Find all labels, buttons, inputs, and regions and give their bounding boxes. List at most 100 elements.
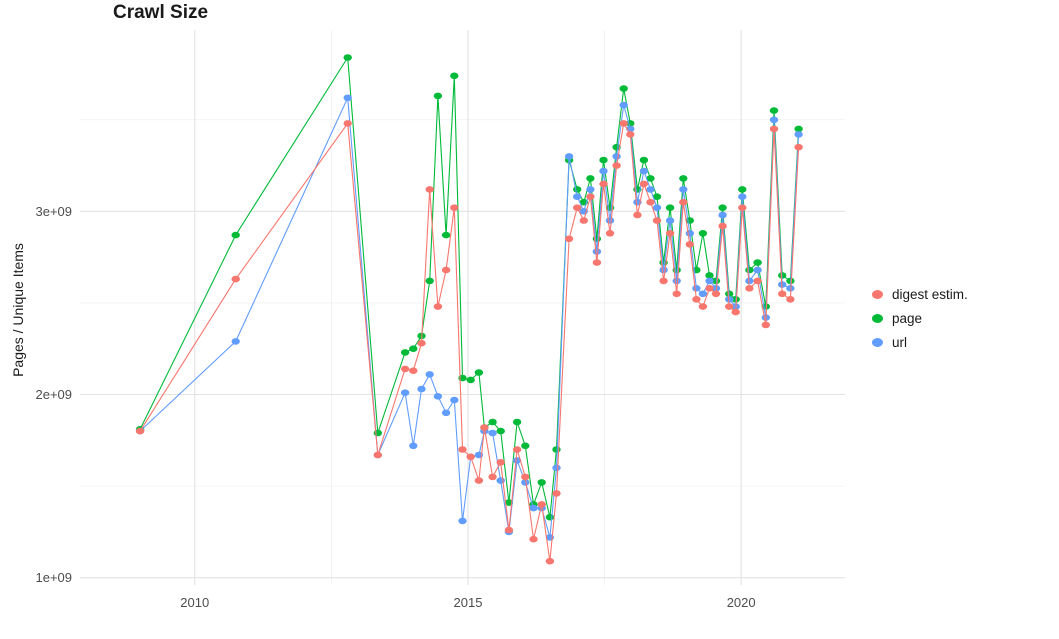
legend-key-dot-page xyxy=(872,314,883,323)
legend-label-digest-estim: digest estim. xyxy=(892,287,968,302)
data-point-digest-estim- xyxy=(504,526,514,534)
data-point-url xyxy=(529,504,538,512)
data-point-digest-estim- xyxy=(698,303,708,310)
data-point-digest-estim- xyxy=(488,473,497,481)
data-point-digest-estim- xyxy=(586,193,595,200)
data-point-url xyxy=(605,217,615,224)
data-point-url xyxy=(599,167,608,175)
data-point-url xyxy=(573,193,582,200)
data-point-page xyxy=(466,376,475,384)
data-point-url xyxy=(458,517,467,525)
data-point-digest-estim- xyxy=(458,446,467,453)
data-point-url xyxy=(612,153,621,160)
data-point-url xyxy=(745,277,754,285)
data-point-page xyxy=(512,418,522,426)
data-point-url xyxy=(619,101,628,109)
data-point-page xyxy=(794,125,803,133)
data-point-digest-estim- xyxy=(685,241,694,248)
data-point-url xyxy=(692,285,701,292)
data-point-page xyxy=(769,107,779,114)
data-point-digest-estim- xyxy=(605,230,615,237)
data-point-url xyxy=(659,266,668,274)
data-point-digest-estim- xyxy=(373,451,382,459)
data-point-page xyxy=(753,259,762,266)
data-point-page xyxy=(474,369,484,376)
data-point-digest-estim- xyxy=(665,230,675,237)
data-point-page xyxy=(496,427,505,435)
data-point-page xyxy=(705,272,714,279)
data-point-digest-estim- xyxy=(552,490,561,497)
x-tick-label: 2015 xyxy=(454,595,483,610)
data-point-digest-estim- xyxy=(564,235,574,243)
data-point-digest-estim- xyxy=(769,125,779,133)
data-point-digest-estim- xyxy=(450,204,459,211)
data-point-url xyxy=(652,204,662,211)
data-point-page xyxy=(738,186,747,193)
data-point-digest-estim- xyxy=(537,501,546,508)
data-point-page xyxy=(441,231,451,239)
data-point-digest-estim- xyxy=(474,477,484,484)
data-point-page xyxy=(698,230,708,237)
data-point-digest-estim- xyxy=(679,198,688,206)
x-tick-label: 2010 xyxy=(180,595,209,610)
data-point-url xyxy=(685,230,694,237)
data-point-page xyxy=(679,175,688,182)
data-point-digest-estim- xyxy=(753,277,762,285)
data-point-digest-estim- xyxy=(545,557,555,565)
data-point-url xyxy=(794,131,803,138)
legend-item-digest-estim: digest estim. xyxy=(872,287,968,302)
data-point-digest-estim- xyxy=(466,453,475,461)
data-point-digest-estim- xyxy=(573,204,582,211)
data-point-page xyxy=(711,277,721,285)
data-point-digest-estim- xyxy=(417,339,426,347)
data-point-page xyxy=(433,92,443,100)
data-point-digest-estim- xyxy=(496,459,505,466)
legend-label-url: url xyxy=(892,335,908,350)
data-point-digest-estim- xyxy=(579,217,588,224)
data-point-page xyxy=(612,143,621,151)
data-point-url xyxy=(753,266,762,274)
data-point-digest-estim- xyxy=(409,367,418,375)
chart-title: Crawl Size xyxy=(113,2,209,23)
data-point-page xyxy=(521,442,530,450)
data-point-url xyxy=(417,385,426,393)
data-point-url xyxy=(564,153,574,160)
data-point-digest-estim- xyxy=(745,285,754,292)
data-point-digest-estim- xyxy=(619,120,628,127)
data-point-url xyxy=(586,186,595,193)
data-point-page xyxy=(586,175,595,182)
data-point-url xyxy=(646,186,655,193)
data-point-url xyxy=(433,393,443,400)
data-point-page xyxy=(409,345,418,353)
data-point-digest-estim- xyxy=(692,296,701,303)
legend-item-url: url xyxy=(872,335,968,350)
data-point-page xyxy=(231,231,240,239)
data-point-digest-estim- xyxy=(738,204,747,211)
data-point-digest-estim- xyxy=(343,120,352,127)
series-line-url xyxy=(139,97,800,538)
data-point-url xyxy=(679,186,688,193)
data-point-page xyxy=(537,479,546,486)
data-point-url xyxy=(705,277,714,285)
data-point-digest-estim- xyxy=(521,473,530,481)
data-point-digest-estim- xyxy=(612,162,621,169)
data-point-url xyxy=(672,277,681,285)
legend-item-page: page xyxy=(872,311,968,326)
data-point-url xyxy=(592,248,602,255)
data-point-page xyxy=(639,156,649,164)
data-point-digest-estim- xyxy=(512,446,522,453)
data-point-digest-estim- xyxy=(718,222,727,230)
data-point-digest-estim- xyxy=(433,303,443,310)
data-point-digest-estim- xyxy=(639,180,649,188)
data-point-url xyxy=(512,457,522,464)
data-point-url xyxy=(409,442,418,450)
data-point-digest-estim- xyxy=(778,290,787,298)
legend-key-dot-url xyxy=(872,338,883,347)
data-point-page xyxy=(488,418,497,426)
data-point-url xyxy=(488,429,497,437)
data-point-page xyxy=(599,156,608,164)
data-point-page xyxy=(552,446,561,453)
data-point-digest-estim- xyxy=(425,186,434,193)
data-point-url xyxy=(450,396,459,404)
y-tick-label: 1e+09 xyxy=(35,570,72,585)
